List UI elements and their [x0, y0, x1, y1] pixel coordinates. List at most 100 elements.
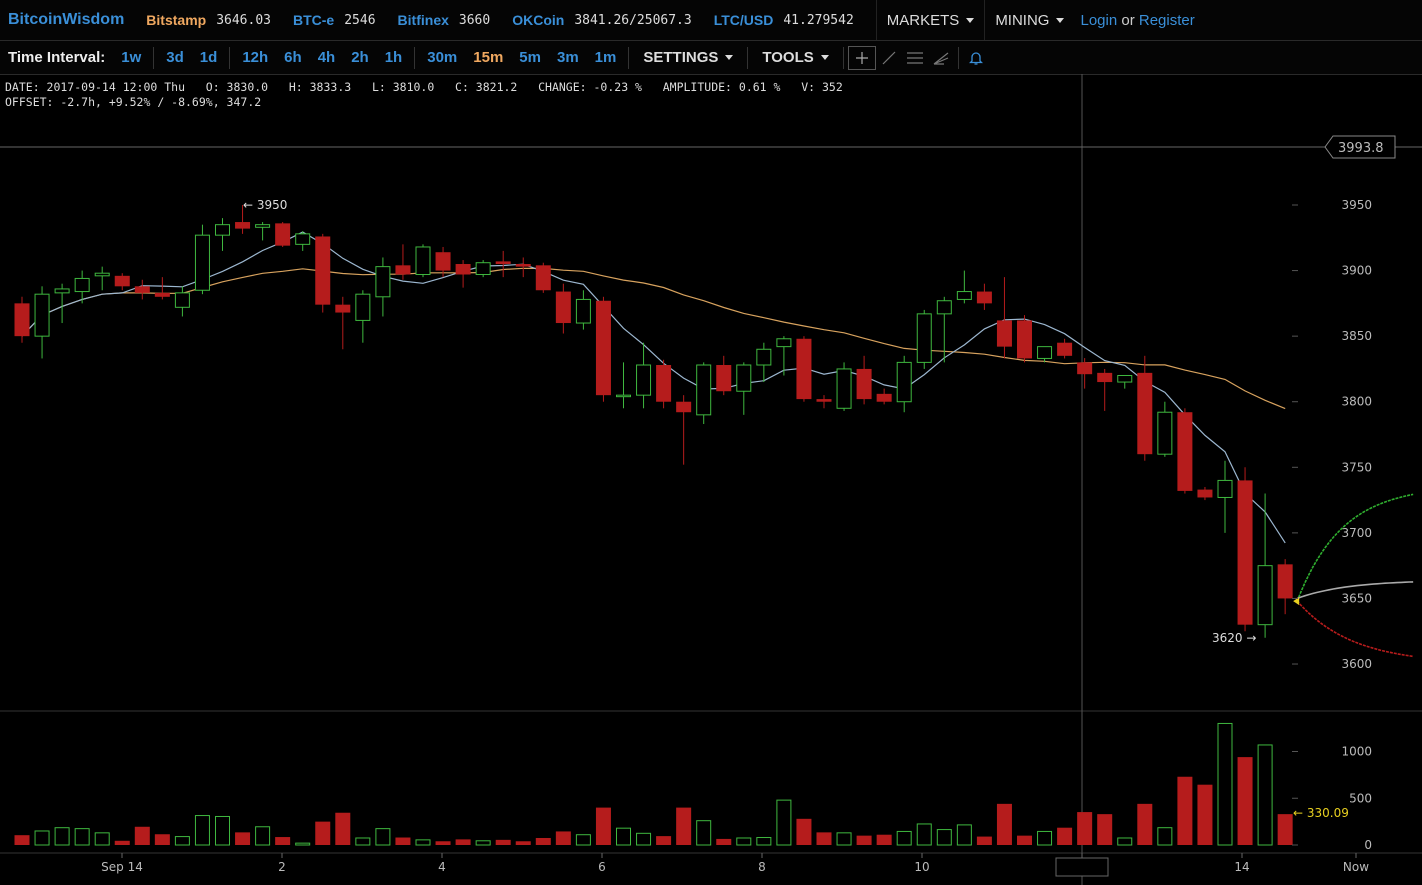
interval-30m[interactable]: 30m — [427, 49, 458, 66]
candle-body — [676, 401, 692, 413]
candle-body — [1257, 565, 1273, 626]
market-name[interactable]: LTC/USD — [713, 12, 774, 28]
low-label: 3620 → — [1212, 631, 1256, 645]
chart-grid — [0, 74, 1422, 885]
volume-bar — [475, 840, 491, 846]
high-label: ← 3950 — [243, 198, 287, 212]
settings-menu[interactable]: SETTINGS — [633, 49, 743, 66]
candle-body — [114, 275, 130, 287]
candle-body — [54, 288, 70, 294]
auth-links: Login or Register — [1080, 12, 1194, 29]
volume-bar — [776, 799, 792, 846]
volume-bar — [495, 839, 511, 845]
market-bitfinex[interactable]: Bitfinex 3660 — [398, 12, 491, 28]
mining-menu[interactable]: MINING — [984, 0, 1074, 40]
candle-body — [154, 292, 170, 297]
interval-3m[interactable]: 3m — [556, 49, 579, 66]
market-name[interactable]: OKCoin — [512, 12, 565, 28]
price-tick-label: 3900 — [1341, 264, 1372, 278]
market-ltcusd[interactable]: LTC/USD 41.279542 — [714, 12, 854, 28]
candles — [14, 205, 1293, 638]
tools-label: TOOLS — [762, 49, 814, 66]
market-btce[interactable]: BTC-e 2546 — [293, 12, 376, 28]
settings-label: SETTINGS — [643, 49, 719, 66]
volume-bar — [1277, 814, 1293, 845]
depth-overlay — [1293, 493, 1414, 658]
price-tick-label: 3600 — [1341, 657, 1372, 671]
fan-tool-icon[interactable] — [928, 47, 954, 69]
candle-body — [1057, 342, 1073, 356]
markets-menu-label: MARKETS — [886, 11, 960, 29]
candle-body — [996, 320, 1012, 347]
volume-tick-label: 1000 — [1341, 745, 1372, 759]
top-bar: BitcoinWisdom Bitstamp 3646.03 BTC-e 254… — [0, 0, 1422, 41]
candle-body — [1277, 564, 1293, 599]
candle-body — [174, 292, 190, 308]
interval-1w[interactable]: 1w — [121, 49, 142, 66]
volume-bar — [836, 832, 852, 846]
interval-12h[interactable]: 12h — [242, 49, 269, 66]
market-price: 2546 — [344, 12, 376, 28]
candle-body — [856, 368, 872, 400]
market-okcoin[interactable]: OKCoin 3841.26/25067.3 — [512, 12, 692, 28]
horizontal-lines-tool-icon[interactable] — [902, 47, 928, 69]
markets-menu[interactable]: MARKETS — [875, 0, 985, 40]
market-name[interactable]: BTC-e — [293, 12, 335, 28]
interval-1h[interactable]: 1h — [384, 49, 403, 66]
interval-1m[interactable]: 1m — [594, 49, 617, 66]
candle-body — [896, 361, 912, 403]
volume-bar — [34, 830, 50, 846]
candle-body — [255, 224, 271, 228]
candle-body — [616, 394, 631, 398]
candle-body — [736, 364, 752, 392]
interval-3d[interactable]: 3d — [166, 49, 184, 66]
volume-bar — [616, 827, 631, 846]
volume-label: ← 330.09 — [1293, 806, 1349, 820]
volume-bar — [1177, 776, 1193, 845]
candle-body — [1217, 479, 1233, 498]
crosshair-tool-icon[interactable] — [847, 45, 876, 70]
x-tick-label: 10 — [914, 860, 929, 874]
interval-5m[interactable]: 5m — [519, 49, 541, 66]
alert-bell-icon[interactable] — [963, 47, 989, 69]
login-link[interactable]: Login — [1080, 11, 1118, 29]
price-chart[interactable]: 3950 3900 3850 3800 3750 3700 3650 3600 1000 500 0… — [0, 74, 1422, 885]
line-tool-icon[interactable] — [876, 47, 902, 69]
tools-menu[interactable]: TOOLS — [752, 49, 838, 66]
brand-logo[interactable]: BitcoinWisdom — [8, 11, 125, 28]
market-bitstamp[interactable]: Bitstamp 3646.03 — [146, 12, 271, 28]
volume-bar — [415, 839, 431, 846]
volume-tick-label: 500 — [1349, 791, 1372, 805]
price-tick-label: 3950 — [1341, 198, 1372, 212]
volume-bar — [936, 829, 952, 846]
candle-body — [756, 348, 772, 366]
interval-2h[interactable]: 2h — [351, 49, 369, 66]
volume-bar — [1097, 814, 1113, 845]
candle-body — [455, 264, 471, 275]
candle-body — [1117, 374, 1133, 383]
interval-1d[interactable]: 1d — [199, 49, 218, 66]
volume-bar — [395, 837, 411, 845]
candle-body — [1077, 362, 1093, 375]
interval-4h[interactable]: 4h — [317, 49, 336, 66]
market-name[interactable]: Bitfinex — [397, 12, 449, 28]
x-tick-label: Now — [1343, 860, 1369, 874]
candle-body — [716, 365, 732, 392]
interval-6h[interactable]: 6h — [284, 49, 302, 66]
price-tick-label: 3700 — [1341, 526, 1372, 540]
volume-bar — [595, 807, 611, 845]
candle-body — [656, 365, 672, 402]
moving-averages — [21, 231, 1286, 544]
register-link[interactable]: Register — [1138, 11, 1195, 29]
market-name[interactable]: Bitstamp — [146, 12, 207, 28]
volume-bar — [756, 837, 772, 846]
volume-bar — [1217, 722, 1233, 846]
candle-body — [94, 272, 110, 277]
candle-body — [1137, 372, 1153, 455]
interval-15m[interactable]: 15m — [473, 49, 504, 66]
candle-body — [1097, 372, 1113, 383]
candle-body — [375, 266, 391, 298]
candle-body — [194, 234, 210, 291]
price-tick-label: 3800 — [1341, 395, 1372, 409]
candle-body — [215, 224, 230, 236]
